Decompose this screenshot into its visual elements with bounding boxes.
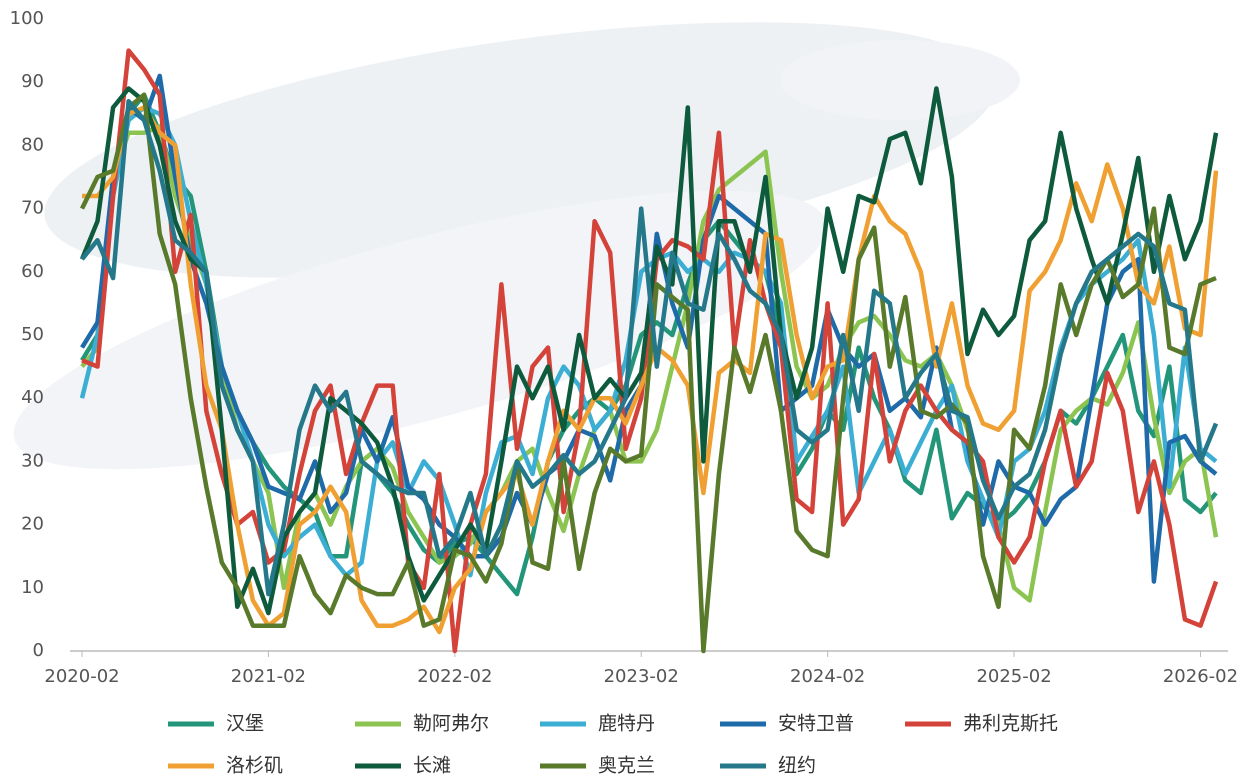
legend-label: 长滩 bbox=[413, 755, 451, 777]
x-tick-label: 2025-02 bbox=[976, 666, 1051, 687]
y-tick-label: 10 bbox=[21, 577, 44, 598]
series-line bbox=[80, 98, 1219, 597]
y-tick-label: 90 bbox=[21, 71, 44, 92]
legend-label: 汉堡 bbox=[226, 713, 264, 735]
legend-label: 鹿特丹 bbox=[598, 713, 655, 735]
legend-label: 弗利克斯托 bbox=[963, 713, 1058, 735]
legend-label: 勒阿弗尔 bbox=[413, 713, 489, 735]
x-tick-label: 2026-02 bbox=[1163, 666, 1238, 687]
legend-label: 洛杉矶 bbox=[226, 755, 283, 777]
y-tick-label: 70 bbox=[21, 198, 44, 219]
x-tick-label: 2024-02 bbox=[790, 666, 865, 687]
y-tick-label: 40 bbox=[21, 387, 44, 408]
legend-label: 奥克兰 bbox=[598, 755, 655, 777]
x-tick-label: 2023-02 bbox=[604, 666, 679, 687]
y-tick-label: 50 bbox=[21, 324, 44, 345]
y-tick-label: 0 bbox=[33, 640, 44, 661]
series-line bbox=[80, 124, 1219, 603]
y-tick-label: 60 bbox=[21, 261, 44, 282]
series-line bbox=[79, 92, 1217, 654]
x-tick-label: 2022-02 bbox=[417, 666, 492, 687]
background-brush bbox=[13, 22, 1020, 470]
y-tick-label: 80 bbox=[21, 134, 44, 155]
series-line bbox=[81, 48, 1219, 654]
x-tick-label: 2021-02 bbox=[231, 666, 306, 687]
y-tick-label: 20 bbox=[21, 514, 44, 535]
x-tick-label: 2020-02 bbox=[44, 666, 119, 687]
legend-label: 安特卫普 bbox=[778, 713, 854, 735]
y-tick-label: 100 bbox=[10, 8, 44, 29]
y-tick-label: 30 bbox=[21, 450, 44, 471]
legend-label: 纽约 bbox=[778, 755, 816, 777]
